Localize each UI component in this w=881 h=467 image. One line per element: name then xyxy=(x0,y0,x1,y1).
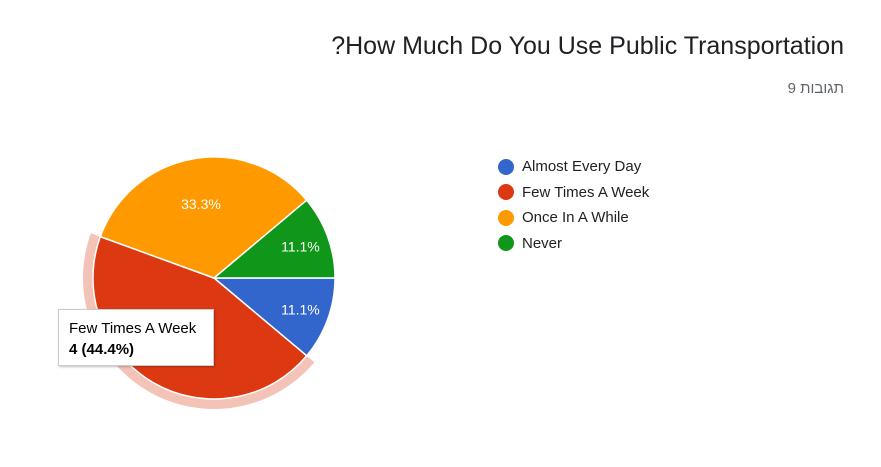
slice-label-almost-every-day: 11.1% xyxy=(281,301,320,317)
pie-slice-once-in-a-while[interactable] xyxy=(99,156,308,279)
legend-swatch-almost-every-day xyxy=(498,158,514,175)
pie-slice-never[interactable] xyxy=(211,199,336,279)
responses-label: תגובות xyxy=(800,80,844,97)
legend-label: Once In A While xyxy=(522,209,629,227)
legend-item-never[interactable]: Never xyxy=(498,231,649,257)
legend-label: Few Times A Week xyxy=(522,183,650,201)
legend-item-once-in-a-while[interactable]: Once In A While xyxy=(498,205,649,231)
chart-title: ?How Much Do You Use Public Transportati… xyxy=(331,32,844,60)
legend-item-few-times-a-week[interactable]: Few Times A Week xyxy=(498,180,649,206)
slice-label-never: 11.1% xyxy=(281,239,320,255)
legend-item-almost-every-day[interactable]: Almost Every Day xyxy=(498,154,649,180)
slice-label-once-in-a-while: 33.3% xyxy=(181,196,221,212)
chart-legend: Almost Every Day Few Times A Week Once I… xyxy=(498,154,649,256)
legend-label: Never xyxy=(522,234,563,252)
legend-swatch-never xyxy=(498,235,514,252)
pie-slice-almost-every-day[interactable] xyxy=(211,277,336,357)
tooltip-category: Few Times A Week xyxy=(69,320,197,337)
responses-count: תגובות 9 xyxy=(788,80,844,97)
legend-label: Almost Every Day xyxy=(522,158,642,176)
tooltip-value: 4 (44.4%) xyxy=(69,341,135,358)
responses-number: 9 xyxy=(787,80,796,97)
legend-swatch-once-in-a-while xyxy=(498,209,514,226)
slice-tooltip: Few Times A Week 4 (44.4%) xyxy=(58,309,214,366)
legend-swatch-few-times-a-week xyxy=(498,184,514,201)
